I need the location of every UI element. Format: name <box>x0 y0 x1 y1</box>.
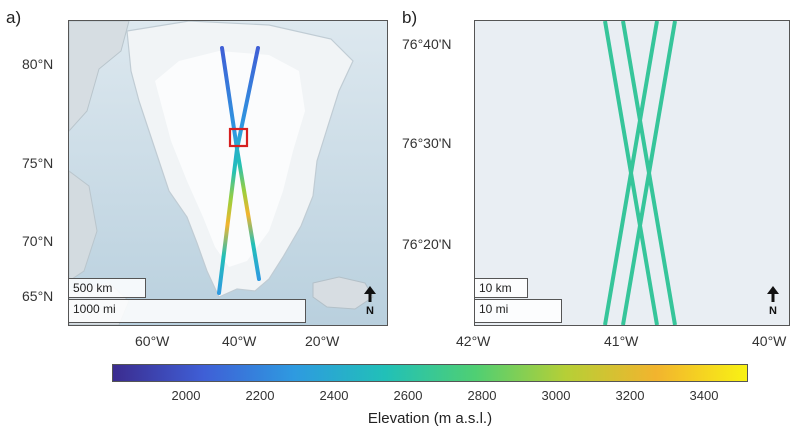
lat-tick-76-40n: 76°40'N <box>402 36 452 52</box>
lon-tick-60w: 60°W <box>135 333 170 349</box>
north-arrow-icon <box>364 286 376 302</box>
lon-tick-20w: 20°W <box>305 333 340 349</box>
greenland-map <box>68 20 388 326</box>
colorbar-tick-2400: 2400 <box>319 388 349 403</box>
lon-tick-41w: 41°W <box>604 333 639 349</box>
north-arrow-b: N <box>765 286 781 317</box>
ellesmere-island <box>69 21 130 132</box>
track-line-3 <box>603 21 659 325</box>
north-label-a: N <box>366 305 374 317</box>
lat-tick-76-20n: 76°20'N <box>402 236 452 252</box>
lat-tick-76-30n: 76°30'N <box>402 135 452 151</box>
study-area-drawing <box>475 21 789 325</box>
north-arrow-a: N <box>362 286 378 317</box>
colorbar-tick-3000: 3000 <box>541 388 571 403</box>
colorbar-tick-2800: 2800 <box>467 388 497 403</box>
panel-a-label: a) <box>6 8 22 27</box>
lon-tick-42w: 42°W <box>456 333 491 349</box>
colorbar-tick-2600: 2600 <box>393 388 423 403</box>
ice-sheet <box>155 51 305 267</box>
panel-b-label: b) <box>402 8 418 27</box>
colorbar-tick-2200: 2200 <box>245 388 275 403</box>
baffin-island <box>69 170 98 282</box>
scalebar-mi-b: 10 mi <box>474 299 562 323</box>
scalebar-km: 500 km <box>68 278 146 298</box>
north-label-b: N <box>769 305 777 317</box>
lon-tick-40w: 40°W <box>222 333 257 349</box>
study-area-box <box>228 127 249 148</box>
scalebar-mi: 1000 mi <box>68 299 306 323</box>
iceland <box>312 276 374 310</box>
track-line-4 <box>621 21 677 325</box>
lat-tick-70n: 70°N <box>22 233 54 249</box>
flight-track-east <box>234 46 261 281</box>
study-area-map <box>474 20 790 326</box>
north-arrow-icon <box>767 286 779 302</box>
lon-tick-40w: 40°W <box>752 333 787 349</box>
colorbar-tick-2000: 2000 <box>171 388 201 403</box>
colorbar-tick-3400: 3400 <box>689 388 719 403</box>
scalebar-km-b: 10 km <box>474 278 528 298</box>
lat-tick-65n: 65°N <box>22 288 54 304</box>
lat-tick-75n: 75°N <box>22 155 54 171</box>
elevation-colorbar <box>112 364 748 382</box>
colorbar-label: Elevation (m a.s.l.) <box>367 410 493 427</box>
lat-tick-80n: 80°N <box>22 56 54 72</box>
colorbar-tick-3200: 3200 <box>615 388 645 403</box>
